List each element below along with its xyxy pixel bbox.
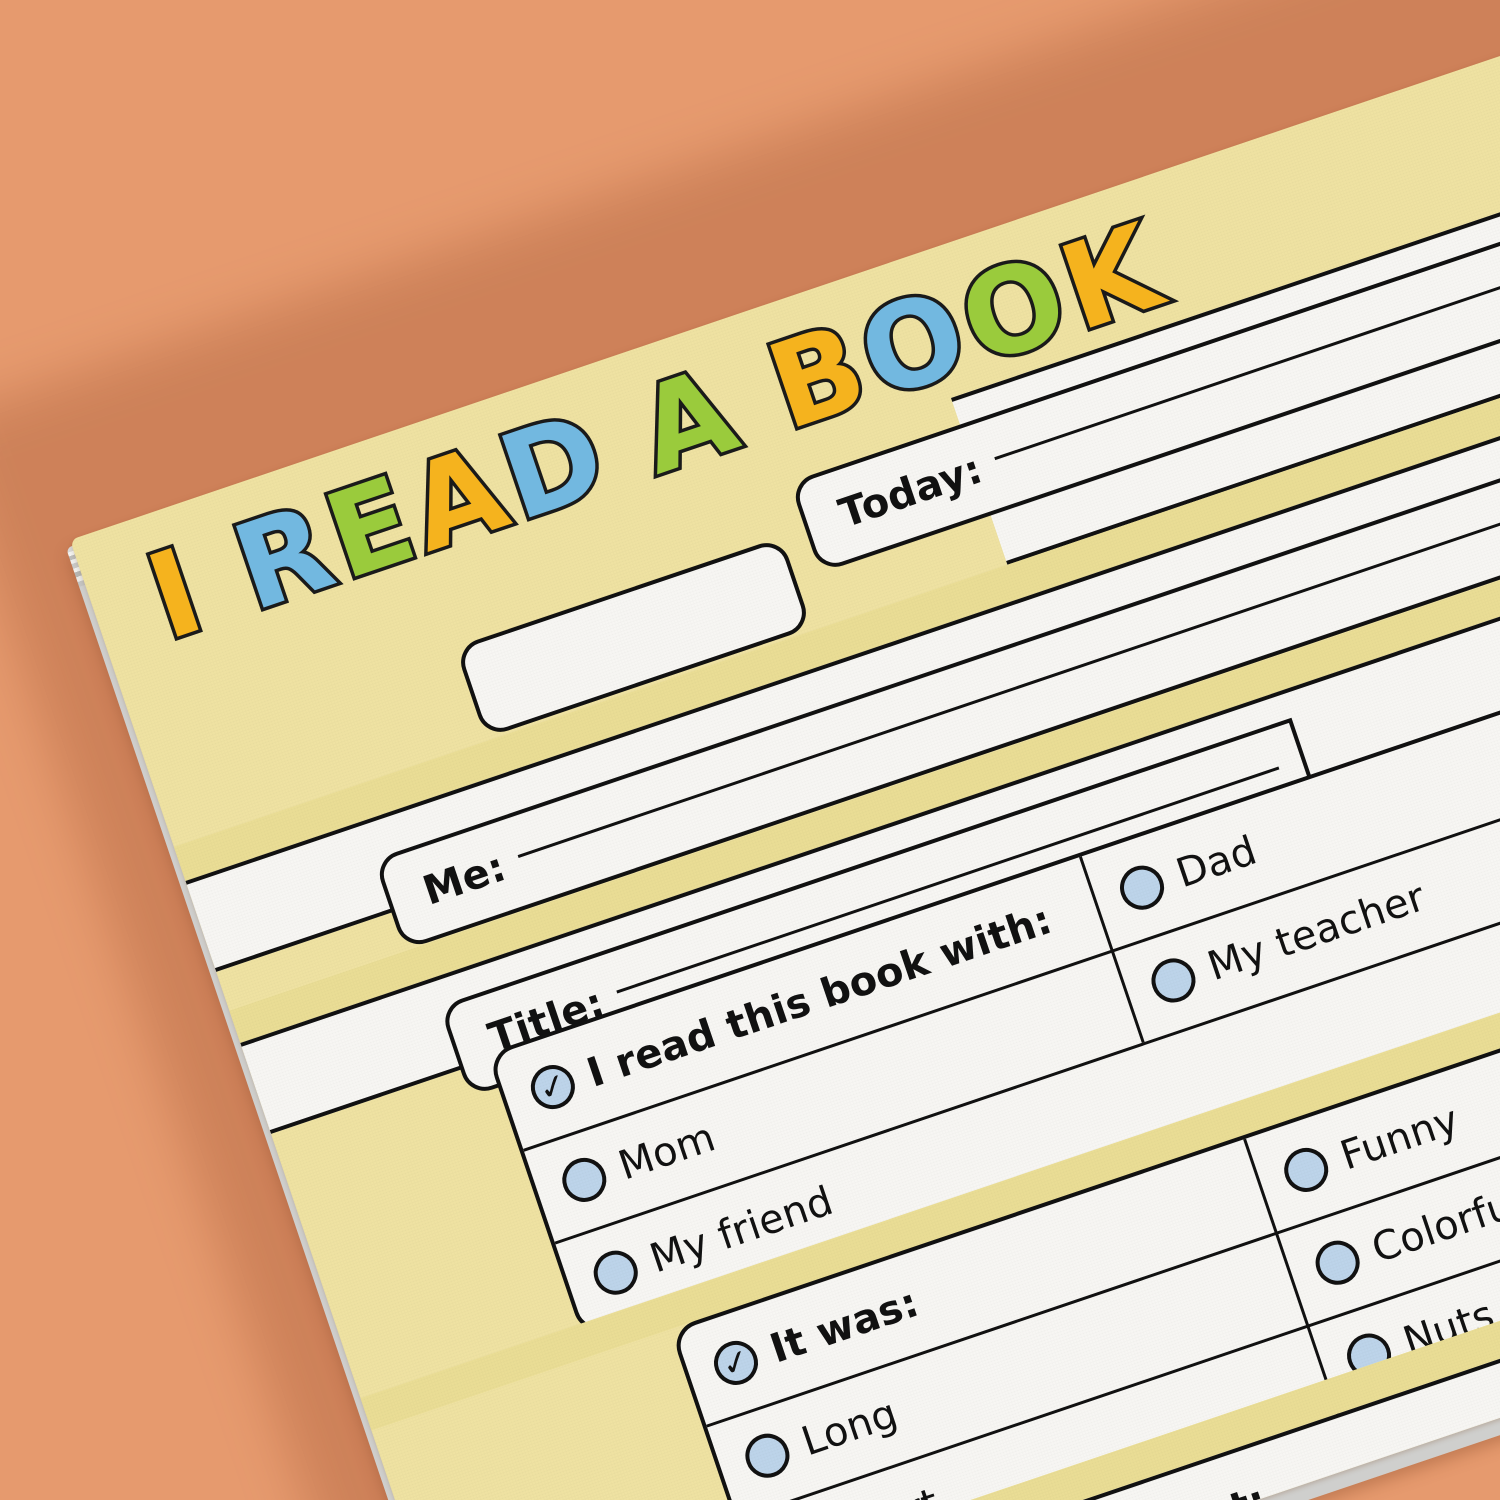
radio-mom[interactable]: [556, 1151, 613, 1208]
today-label: Today:: [833, 446, 989, 538]
radio-my-teacher[interactable]: [1145, 952, 1202, 1009]
radio-long[interactable]: [739, 1427, 796, 1484]
title-space-1: [220, 630, 252, 641]
title-space-3: [755, 449, 787, 460]
option-label: Long: [796, 1390, 904, 1466]
title-letter-a2: A: [618, 338, 755, 505]
option-label: My teacher: [1202, 874, 1432, 991]
option-label: Mom: [612, 1114, 722, 1190]
radio-my-friend[interactable]: [587, 1244, 644, 1301]
checkmark-icon-read-with[interactable]: [524, 1059, 581, 1115]
title-space-2: [624, 494, 656, 505]
me-label: Me:: [417, 844, 512, 915]
radio-funny[interactable]: [1278, 1142, 1335, 1198]
checkmark-icon-it-was[interactable]: [708, 1335, 764, 1391]
option-dad[interactable]: Dad: [1114, 827, 1263, 917]
option-label: Dad: [1170, 827, 1263, 898]
option-colorful[interactable]: Colorful: [1309, 1179, 1500, 1292]
radio-colorful[interactable]: [1309, 1234, 1366, 1291]
title-letter-i: I: [128, 519, 220, 670]
option-label: Funny: [1334, 1096, 1465, 1180]
radio-dad[interactable]: [1114, 859, 1170, 916]
option-label: Colorful: [1366, 1178, 1500, 1273]
